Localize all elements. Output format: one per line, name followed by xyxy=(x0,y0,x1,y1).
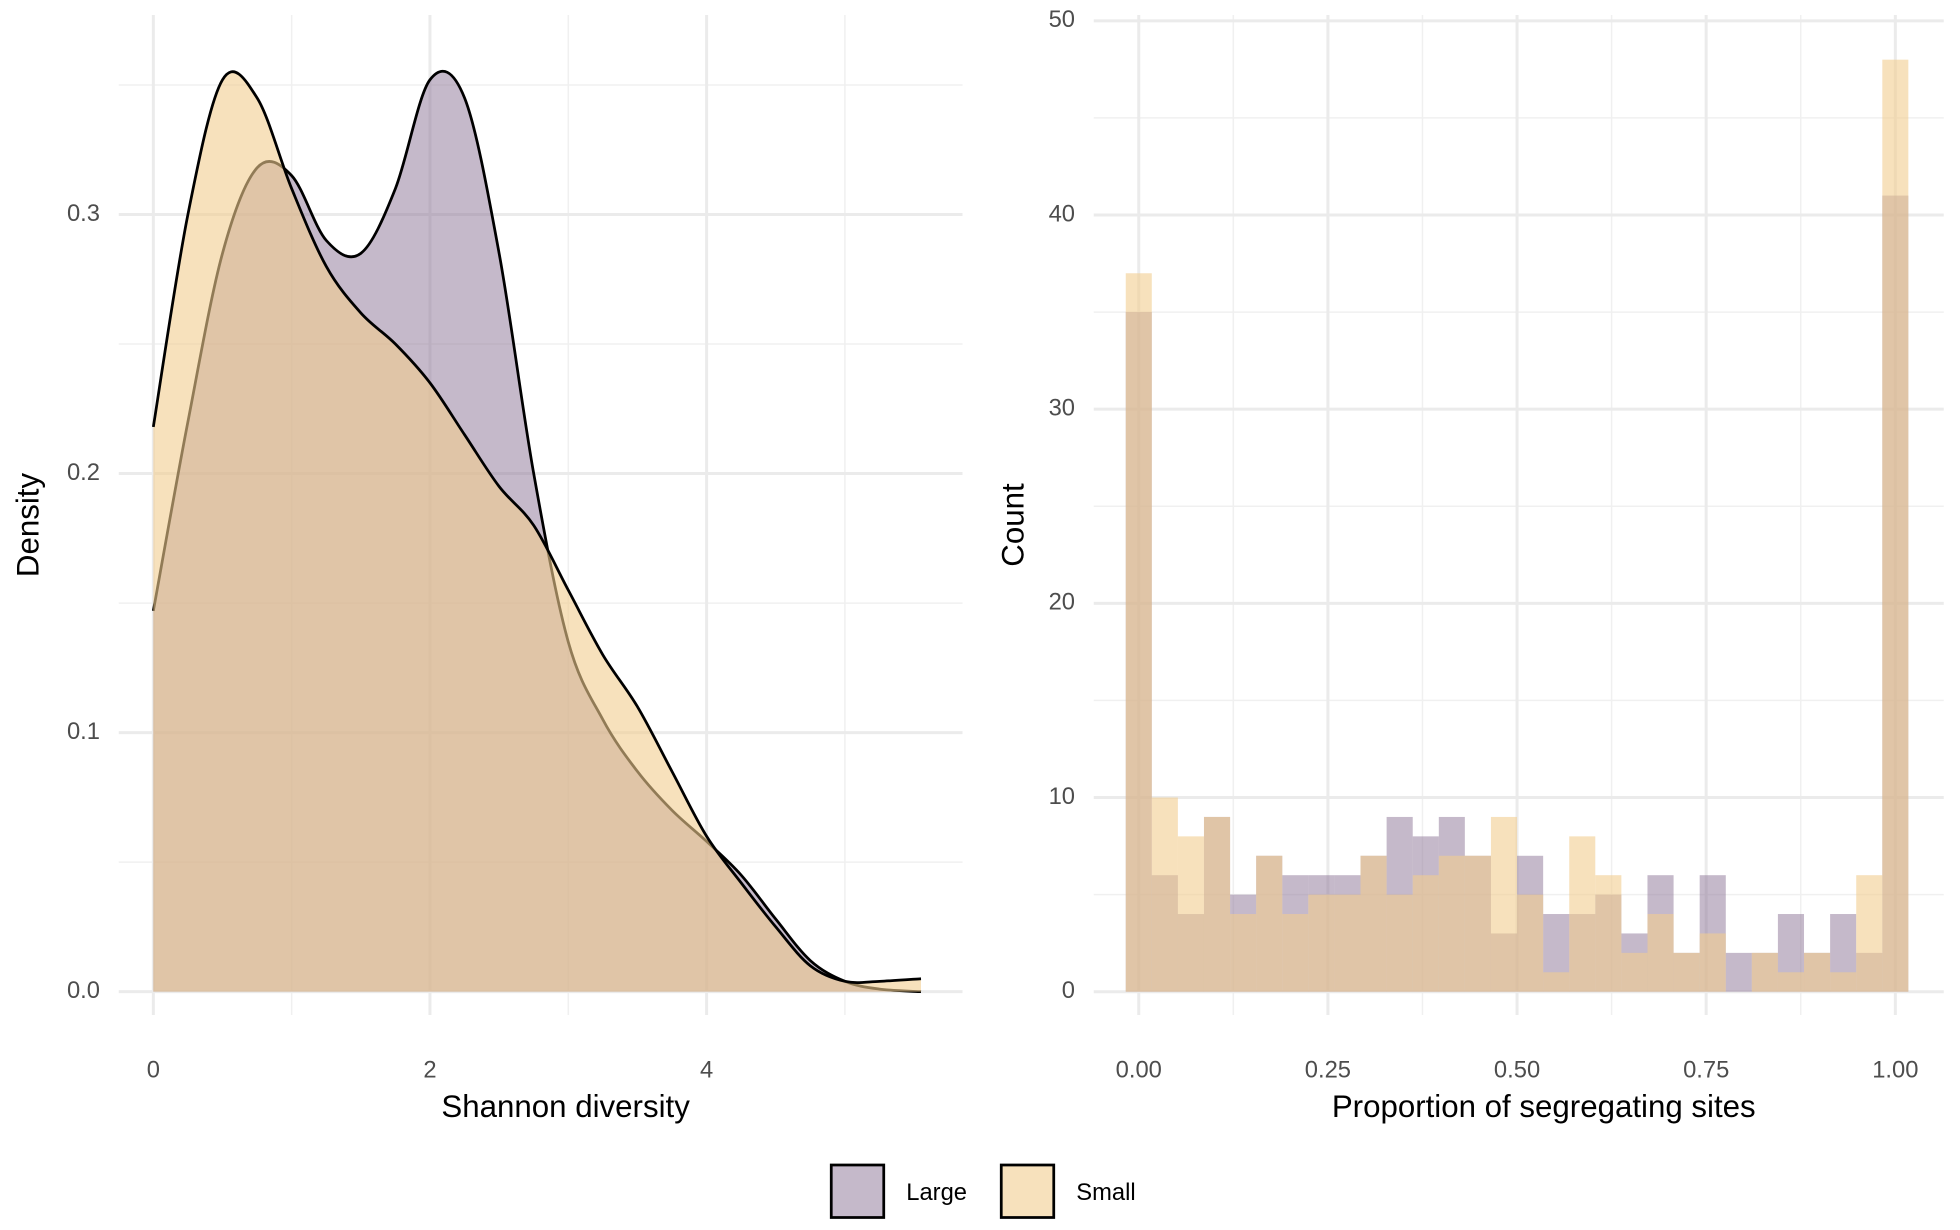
histogram-bar xyxy=(1151,797,1178,992)
y-tick-label: 50 xyxy=(1049,6,1075,33)
legend-key xyxy=(829,1163,886,1219)
histogram-bar xyxy=(1360,855,1387,992)
y-tick-label: 40 xyxy=(1049,200,1075,227)
histogram-bar xyxy=(1699,933,1726,992)
histogram-bar xyxy=(1125,273,1152,992)
histogram-bar xyxy=(1256,855,1283,992)
histogram-bar xyxy=(1177,836,1204,992)
x-tick-label: 0 xyxy=(147,1057,160,1084)
histogram-bar xyxy=(1464,855,1491,992)
histogram-bar xyxy=(1438,855,1465,992)
y-tick-label: 0.1 xyxy=(67,718,100,745)
x-tick-label: 2 xyxy=(423,1057,436,1084)
x-axis-title: Shannon diversity xyxy=(441,1089,690,1124)
x-tick-label: 0.25 xyxy=(1305,1057,1351,1084)
histogram-bar xyxy=(1386,894,1413,992)
y-axis-title: Count xyxy=(995,483,1030,567)
density-line xyxy=(151,70,922,984)
histogram-bar xyxy=(1308,894,1335,992)
x-tick-label: 0.75 xyxy=(1683,1057,1729,1084)
x-tick-label: 4 xyxy=(700,1057,713,1084)
histogram-bar xyxy=(1856,875,1883,992)
histogram-bar xyxy=(1647,914,1674,992)
histogram-bar xyxy=(1230,914,1257,992)
histogram-bar xyxy=(1490,816,1518,992)
histogram-bar xyxy=(1804,952,1831,992)
legend-label: Small xyxy=(1076,1179,1135,1206)
histogram-bar xyxy=(1282,914,1309,992)
histogram-bar xyxy=(1751,952,1778,992)
y-tick-label: 30 xyxy=(1049,394,1075,421)
y-tick-label: 0.3 xyxy=(67,200,100,227)
histogram-bar xyxy=(1673,952,1700,992)
histogram-bar xyxy=(1621,952,1648,992)
histogram-bar xyxy=(1543,972,1570,992)
x-tick-label: 1.00 xyxy=(1872,1057,1918,1084)
histogram-bar xyxy=(1334,894,1361,992)
legend-key xyxy=(999,1163,1056,1219)
y-tick-label: 10 xyxy=(1049,783,1075,810)
y-tick-label: 20 xyxy=(1049,589,1075,616)
y-axis-title: Density xyxy=(10,473,45,578)
histogram-bar xyxy=(1517,894,1544,992)
histogram-bar xyxy=(1595,875,1622,992)
histogram-bar xyxy=(1882,59,1909,992)
histogram-bar xyxy=(1569,836,1596,992)
histogram-bar xyxy=(1203,816,1231,992)
y-tick-label: 0.2 xyxy=(67,459,100,486)
y-tick-label: 0.0 xyxy=(67,977,100,1004)
x-axis-title: Proportion of segregating sites xyxy=(1332,1089,1756,1124)
y-tick-label: 0 xyxy=(1062,977,1075,1004)
legend-label: Large xyxy=(906,1179,967,1206)
histogram-bar xyxy=(1830,972,1857,992)
histogram-bar xyxy=(1777,972,1805,992)
histogram-bar xyxy=(1725,952,1752,992)
x-tick-label: 0.50 xyxy=(1494,1057,1540,1084)
histogram-bar xyxy=(1412,875,1439,992)
x-tick-label: 0.00 xyxy=(1116,1057,1162,1084)
